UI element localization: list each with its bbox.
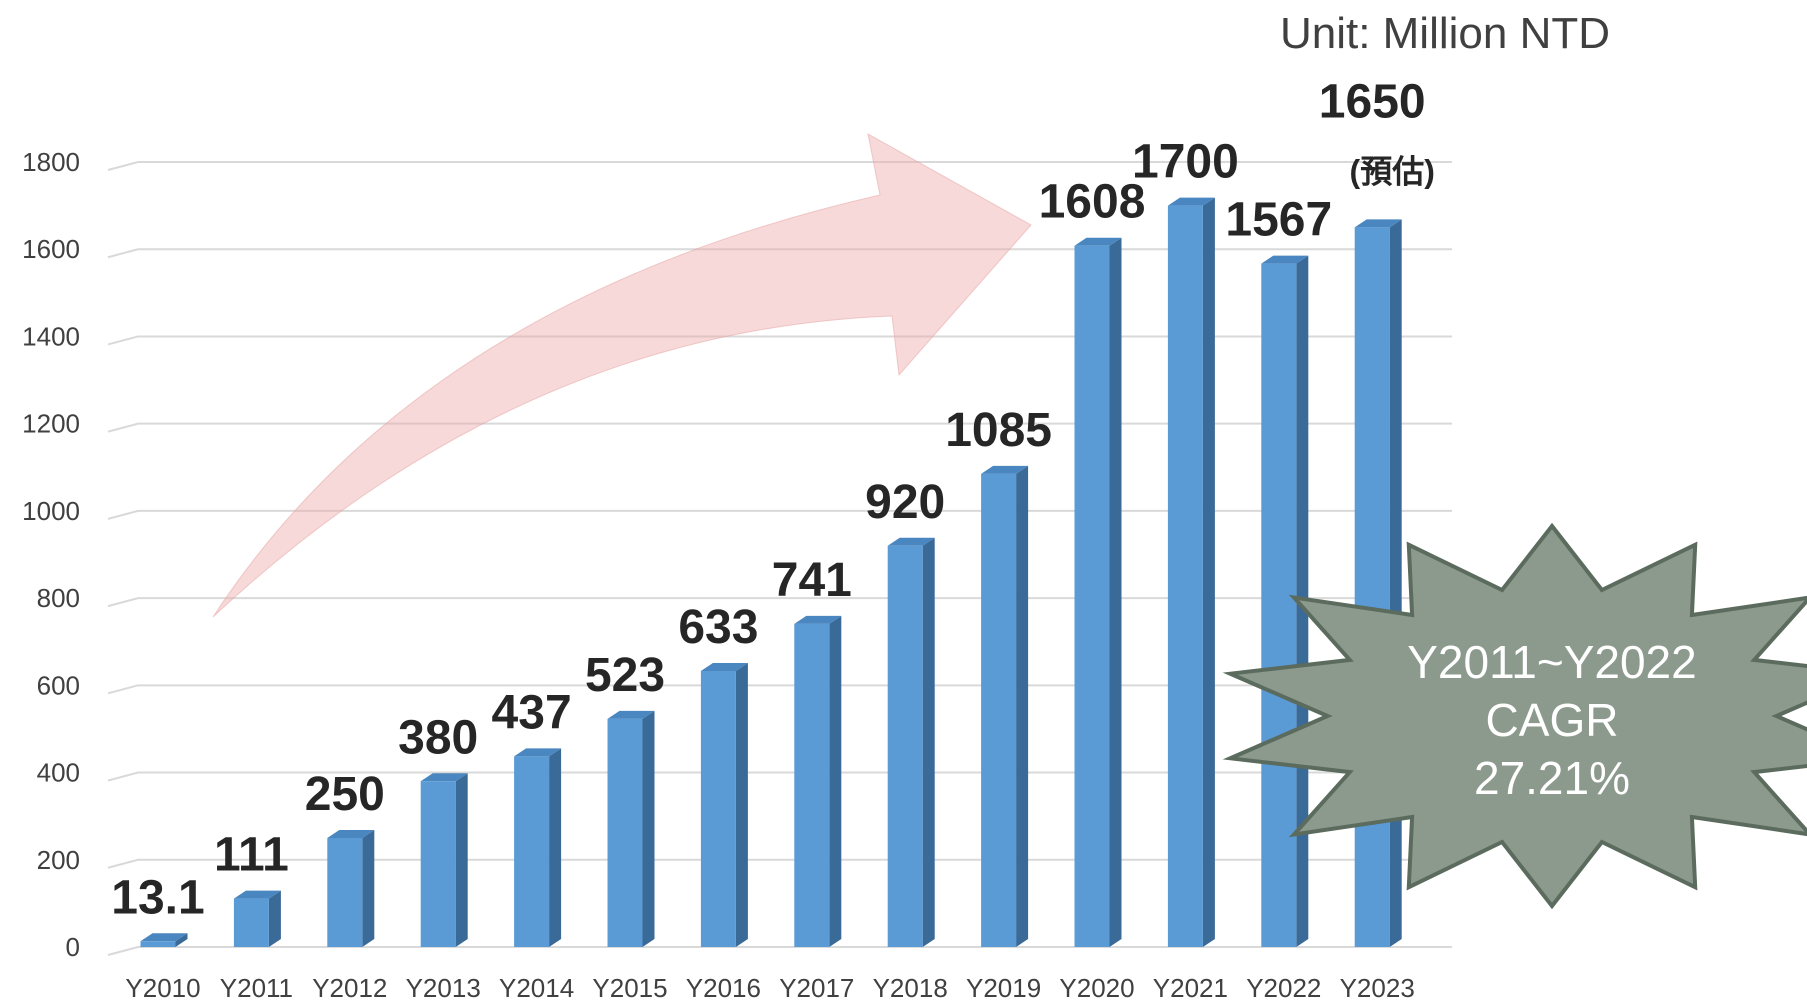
data-label: 741 xyxy=(772,554,852,607)
grid-line xyxy=(107,422,1452,433)
bar xyxy=(327,837,363,947)
bar-top xyxy=(607,710,655,719)
growth-arrow xyxy=(212,133,1032,618)
bar-side xyxy=(1202,197,1215,948)
data-label: 13.1 xyxy=(111,871,204,924)
x-tick-label: Y2022 xyxy=(1246,973,1321,1002)
data-label: 1608 xyxy=(1039,176,1146,229)
bar xyxy=(1354,227,1390,947)
x-tick-label: Y2015 xyxy=(592,973,667,1002)
data-label: 250 xyxy=(305,768,385,821)
bar-top xyxy=(700,662,748,671)
x-tick-label: Y2011 xyxy=(220,973,293,1002)
grid-line xyxy=(107,684,1452,695)
bar-top xyxy=(420,773,468,782)
bar-top xyxy=(1354,219,1402,228)
grid-line xyxy=(107,858,1452,869)
x-tick-label: Y2018 xyxy=(873,973,948,1002)
bar xyxy=(887,545,923,947)
x-tick-label: Y2023 xyxy=(1340,973,1415,1002)
x-tick-label: Y2013 xyxy=(406,973,481,1002)
bar-top xyxy=(327,829,375,838)
grid-line xyxy=(107,335,1452,346)
data-label: 1085 xyxy=(945,404,1052,457)
callout-text: CAGR xyxy=(1486,694,1619,746)
data-label: 523 xyxy=(585,649,665,702)
bar-side xyxy=(642,710,655,947)
bar xyxy=(981,473,1017,947)
callout-text: Y2011~Y2022 xyxy=(1407,636,1696,688)
x-tick-label: Y2019 xyxy=(966,973,1041,1002)
bar-side xyxy=(1109,237,1122,947)
bar-side xyxy=(922,537,935,947)
y-tick-label: 1000 xyxy=(22,496,80,526)
x-tick-label: Y2012 xyxy=(312,973,387,1002)
y-tick-label: 800 xyxy=(37,583,80,613)
data-label: 111 xyxy=(214,829,289,882)
data-label: 1700 xyxy=(1132,136,1239,189)
bar-side xyxy=(1389,219,1402,947)
y-tick-label: 0 xyxy=(66,932,80,962)
y-tick-label: 600 xyxy=(37,670,80,700)
callout: Y2011~Y2022 CAGR 27.21% xyxy=(1222,522,1807,910)
x-tick-label: Y2014 xyxy=(499,973,574,1002)
bar-top xyxy=(981,465,1029,474)
annotation: (預估) xyxy=(1350,153,1435,189)
callout-burst xyxy=(1222,522,1807,910)
data-label: 380 xyxy=(398,711,478,764)
y-tick-label: 400 xyxy=(37,758,80,788)
bar-side xyxy=(549,748,562,947)
bar-side xyxy=(1016,465,1029,947)
bar-top xyxy=(140,933,188,942)
bar xyxy=(233,898,269,947)
bar-top xyxy=(1167,197,1215,206)
bar-top xyxy=(1074,237,1122,246)
bar xyxy=(514,756,550,947)
bar-side xyxy=(735,662,748,947)
bar-side xyxy=(175,933,188,947)
y-tick-label: 1600 xyxy=(22,234,80,264)
bar xyxy=(700,670,736,947)
bar xyxy=(140,941,176,947)
bar-top xyxy=(887,537,935,546)
x-tick-label: Y2016 xyxy=(686,973,761,1002)
bar-side xyxy=(362,829,375,947)
bar-top xyxy=(794,615,842,624)
x-tick-label: Y2020 xyxy=(1059,973,1134,1002)
grid-line xyxy=(107,946,1452,956)
data-label: 633 xyxy=(678,601,758,654)
bar-side xyxy=(268,890,281,947)
bar xyxy=(1261,263,1297,947)
grid: 0 200 400 600 800 1000 1200 1400 1600 1800 Y2010 Y2… xyxy=(22,147,1452,1002)
bar xyxy=(420,781,456,947)
bar-top xyxy=(514,748,562,757)
x-tick-label: Y2010 xyxy=(125,973,200,1002)
y-tick-label: 1400 xyxy=(22,321,80,351)
y-tick-label: 1800 xyxy=(22,147,80,177)
subtitle: Unit: Million NTD xyxy=(1280,9,1610,58)
grid-line xyxy=(107,161,1452,171)
x-tick-label: Y2017 xyxy=(779,973,854,1002)
grid-line xyxy=(107,248,1452,259)
bar-side xyxy=(829,615,842,947)
bar xyxy=(794,623,830,947)
bar xyxy=(1074,245,1110,947)
y-tick-label: 200 xyxy=(37,845,80,875)
data-label: 920 xyxy=(865,476,945,529)
bar-top xyxy=(1261,255,1309,264)
y-tick-label: 1200 xyxy=(22,409,80,439)
bar xyxy=(607,718,643,947)
bar xyxy=(1167,205,1203,948)
data-label: 437 xyxy=(492,686,572,739)
callout-text: 27.21% xyxy=(1474,752,1630,804)
bar-top xyxy=(233,890,281,899)
x-tick-label: Y2021 xyxy=(1153,973,1228,1002)
data-label: 1567 xyxy=(1225,194,1332,247)
data-label: 1650 xyxy=(1319,75,1426,128)
bar-side xyxy=(455,773,468,947)
